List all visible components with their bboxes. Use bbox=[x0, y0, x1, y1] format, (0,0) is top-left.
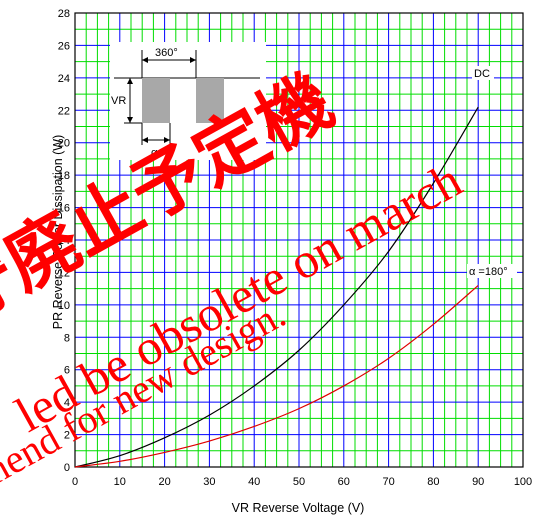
inset-pulse-1 bbox=[142, 78, 170, 123]
y-tick-label: 16 bbox=[58, 203, 70, 215]
series-group bbox=[74, 106, 479, 468]
x-tick-label: 90 bbox=[472, 476, 484, 488]
y-tick-label: 2 bbox=[64, 430, 70, 442]
y-tick-label: 28 bbox=[58, 8, 70, 20]
y-tick-label: 12 bbox=[58, 267, 70, 279]
inset-alpha-label: α bbox=[151, 147, 158, 159]
series-label-dc: DC bbox=[474, 68, 490, 80]
y-tick-label: 18 bbox=[58, 170, 70, 182]
x-tick-label: 80 bbox=[427, 476, 439, 488]
dc-label-background bbox=[472, 66, 494, 80]
x-tick-label: 0 bbox=[72, 476, 78, 488]
x-tick-label: 20 bbox=[158, 476, 170, 488]
y-axis-label: PR Reverse Power Dissipation (W) bbox=[51, 135, 65, 330]
alpha180-label-background bbox=[467, 264, 517, 278]
x-tick-label: 10 bbox=[114, 476, 126, 488]
plot-frame bbox=[74, 12, 524, 468]
x-tick-label: 50 bbox=[293, 476, 305, 488]
inset-vr-label: VR bbox=[111, 95, 126, 107]
inset-pulse-2 bbox=[196, 78, 224, 123]
x-tick-label: 60 bbox=[338, 476, 350, 488]
y-tick-label: 0 bbox=[64, 462, 70, 474]
inset-period-arrowheads bbox=[142, 57, 196, 63]
inset-background bbox=[110, 42, 266, 160]
tick-labels: 0 10 20 30 40 50 60 70 80 90 100024681012141618202… bbox=[58, 8, 532, 488]
inset-alpha-arrowheads bbox=[142, 137, 170, 143]
x-tick-label: 30 bbox=[203, 476, 215, 488]
y-tick-label: 8 bbox=[64, 332, 70, 344]
series-line-alpha180 bbox=[74, 284, 479, 468]
x-axis-label: VR Reverse Voltage (V) bbox=[232, 501, 365, 515]
x-tick-label: 100 bbox=[514, 476, 532, 488]
x-tick-label: 70 bbox=[382, 476, 394, 488]
y-tick-label: 22 bbox=[58, 105, 70, 117]
x-tick-label: 40 bbox=[248, 476, 260, 488]
inset-waveform: 360° VR α bbox=[110, 42, 266, 160]
series-line-dc bbox=[74, 106, 479, 468]
y-tick-label: 6 bbox=[64, 365, 70, 377]
y-tick-label: 20 bbox=[58, 138, 70, 150]
inset-period-label: 360° bbox=[155, 47, 178, 59]
y-tick-label: 26 bbox=[58, 40, 70, 52]
y-tick-label: 4 bbox=[64, 397, 70, 409]
y-tick-label: 14 bbox=[58, 235, 70, 247]
series-label-alpha180: α =180° bbox=[469, 266, 508, 278]
y-tick-label: 10 bbox=[58, 300, 70, 312]
y-tick-label: 24 bbox=[58, 73, 70, 85]
